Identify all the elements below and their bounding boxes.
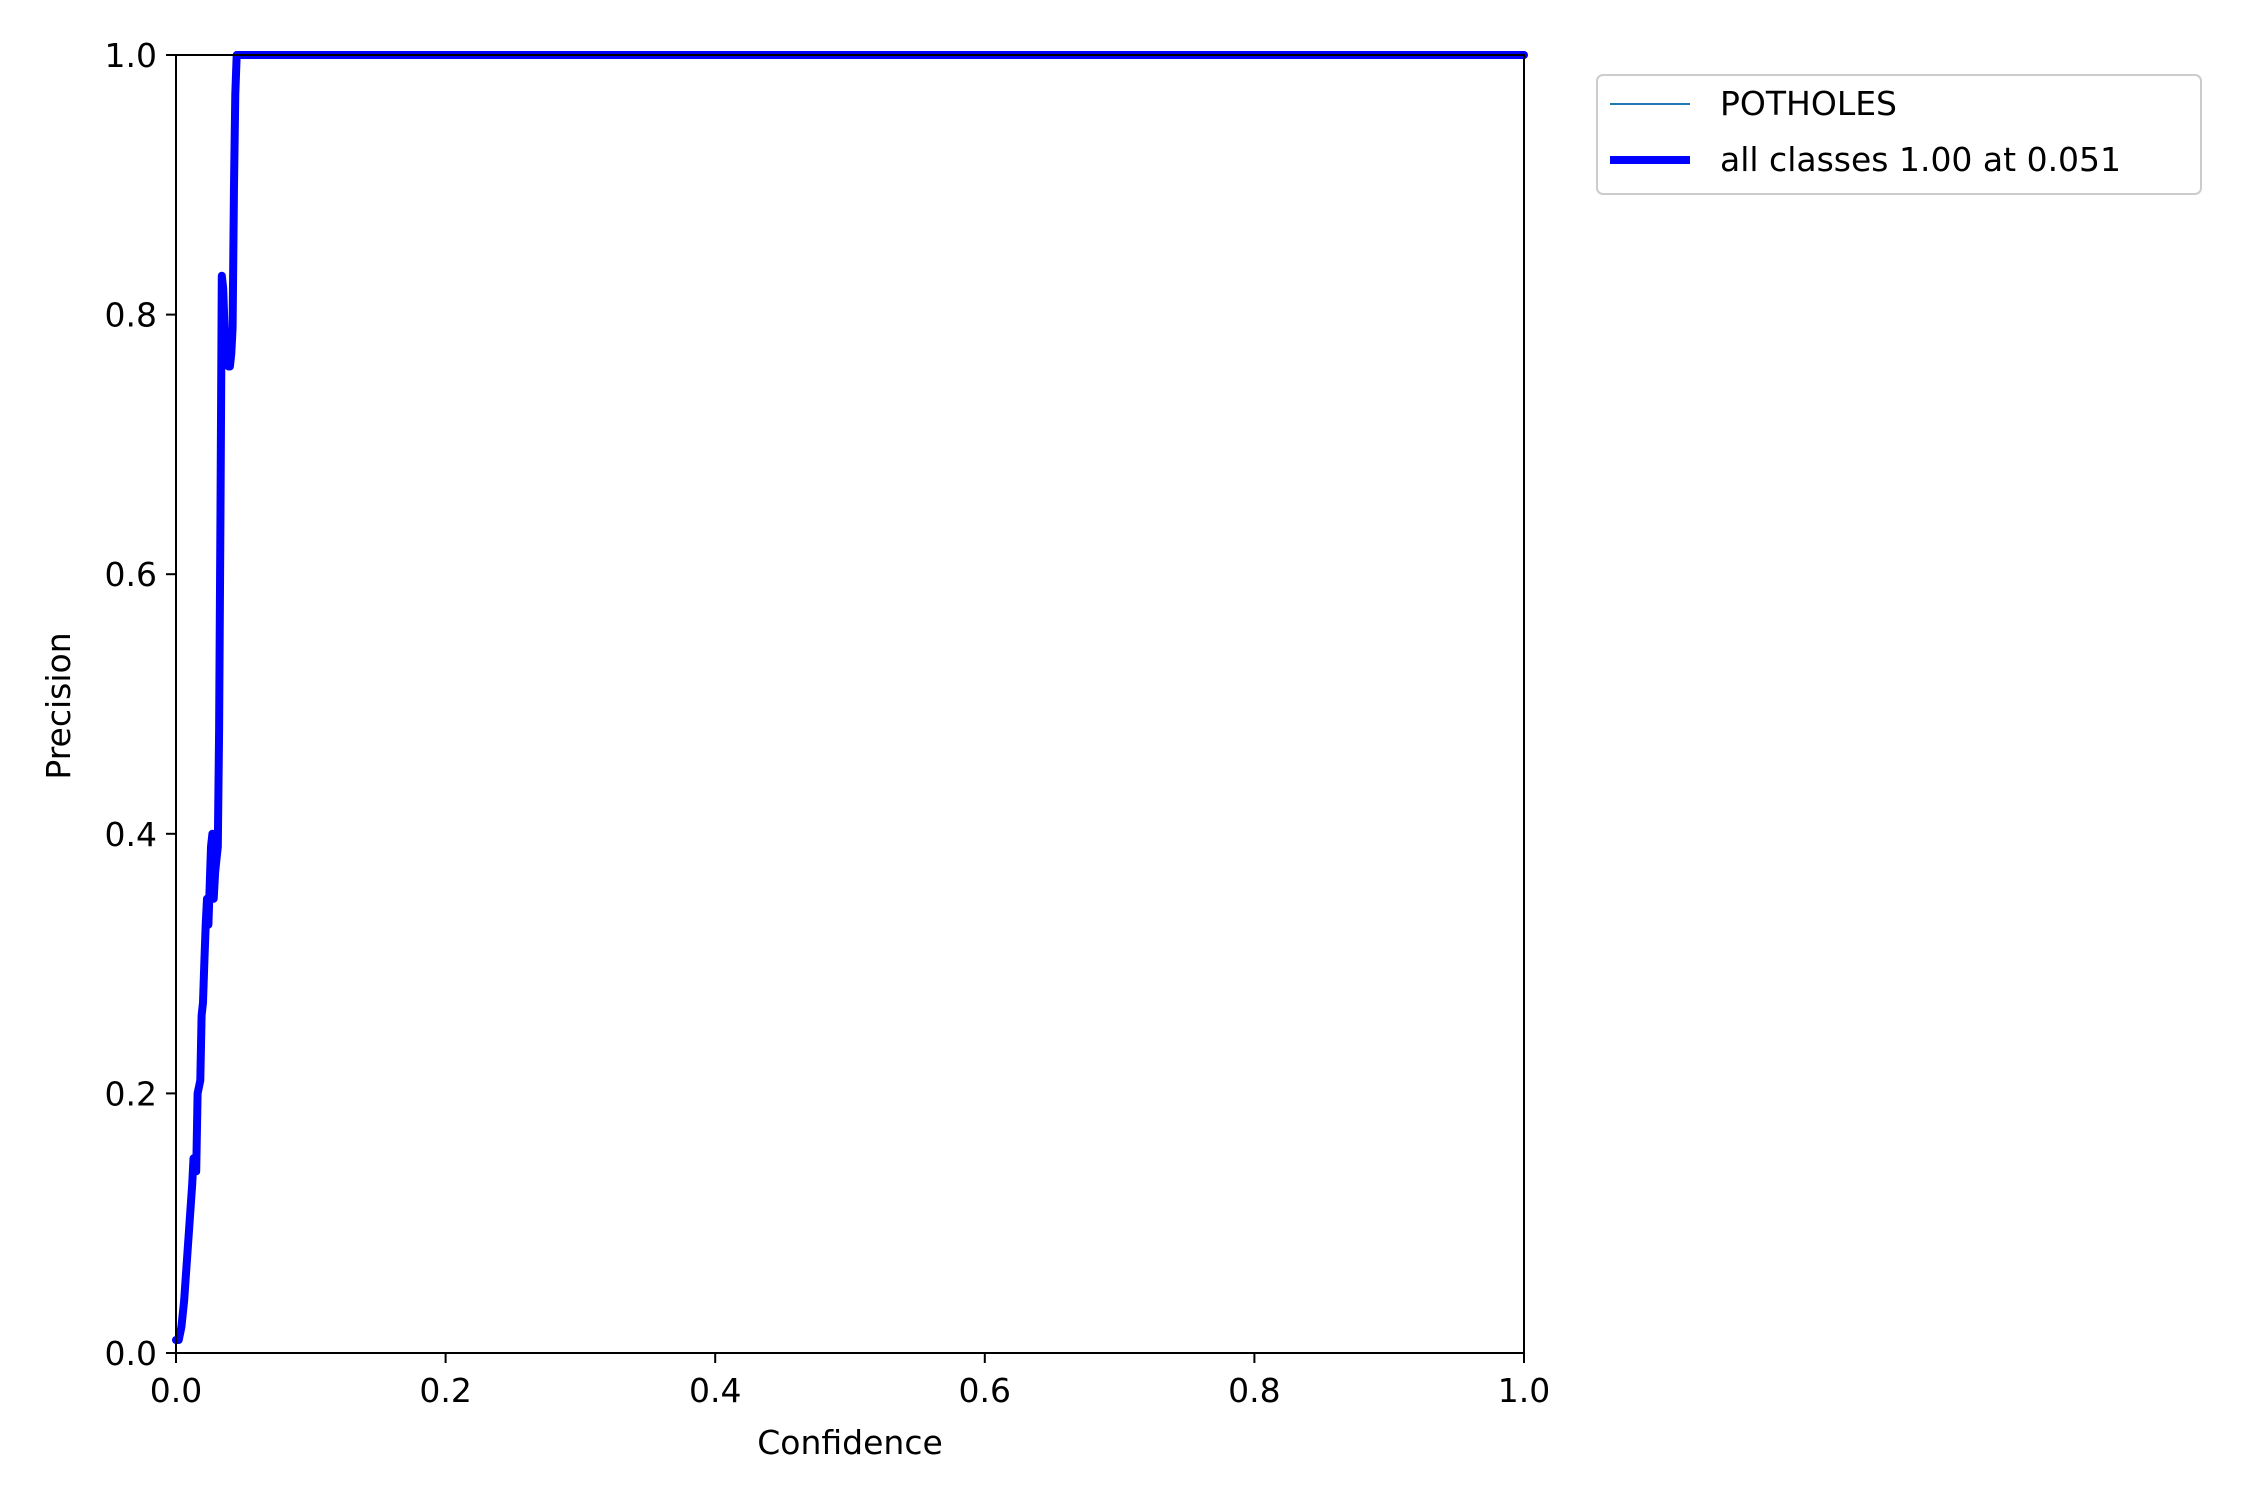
legend-box bbox=[1596, 74, 2202, 195]
y-tick-label: 0.8 bbox=[105, 296, 157, 335]
y-tick-label: 0.0 bbox=[105, 1334, 157, 1373]
x-tick-label: 1.0 bbox=[1498, 1371, 1550, 1410]
x-tick-label: 0.0 bbox=[150, 1371, 202, 1410]
x-tick-label: 0.6 bbox=[959, 1371, 1011, 1410]
y-axis-label: Precision bbox=[39, 632, 78, 779]
legend-label-potholes: POTHOLES bbox=[1720, 84, 1897, 123]
legend-label-all-classes: all classes 1.00 at 0.051 bbox=[1720, 140, 2121, 179]
x-tick-label: 0.8 bbox=[1228, 1371, 1280, 1410]
y-tick-label: 0.4 bbox=[105, 815, 157, 854]
y-tick-label: 1.0 bbox=[105, 36, 157, 75]
y-tick-label: 0.6 bbox=[105, 555, 157, 594]
x-tick-label: 0.4 bbox=[689, 1371, 741, 1410]
tick-layer: 0.0 0.2 0.4 0.6 0.8 1.0 0.0 0.2 0.4 0.6 0.8 1.0 bbox=[105, 36, 1551, 1410]
x-axis-label: Confidence bbox=[757, 1423, 943, 1462]
plot-frame bbox=[175, 54, 1525, 1354]
x-tick-label: 0.2 bbox=[419, 1371, 471, 1410]
y-tick-label: 0.2 bbox=[105, 1074, 157, 1113]
legend: POTHOLES all classes 1.00 at 0.051 bbox=[1596, 74, 2202, 195]
